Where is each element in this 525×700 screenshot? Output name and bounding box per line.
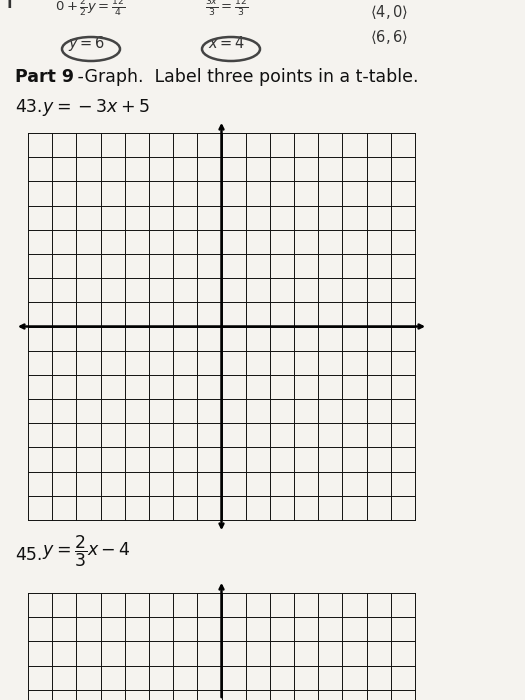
Text: $y = \dfrac{2}{3}x - 4$: $y = \dfrac{2}{3}x - 4$ — [42, 533, 131, 569]
Text: -Graph.  Label three points in a t-table.: -Graph. Label three points in a t-table. — [72, 68, 418, 86]
Text: $x=4$: $x=4$ — [208, 35, 245, 51]
Text: 43.: 43. — [15, 98, 43, 116]
Text: $\frac{3x}{3} = \frac{12}{3}$: $\frac{3x}{3} = \frac{12}{3}$ — [205, 0, 248, 20]
Text: $0 + \frac{2}{2}y = \frac{12}{4}$: $0 + \frac{2}{2}y = \frac{12}{4}$ — [55, 0, 125, 20]
Text: T: T — [5, 0, 15, 11]
Text: $\langle 6, 6 \rangle$: $\langle 6, 6 \rangle$ — [370, 28, 408, 46]
Text: $y=6$: $y=6$ — [68, 34, 106, 53]
Text: $\langle 4, 0 \rangle$: $\langle 4, 0 \rangle$ — [370, 3, 408, 21]
Text: $y = -3x + 5$: $y = -3x + 5$ — [42, 97, 150, 118]
Text: Part 9: Part 9 — [15, 68, 74, 86]
Text: 45.: 45. — [15, 546, 43, 564]
